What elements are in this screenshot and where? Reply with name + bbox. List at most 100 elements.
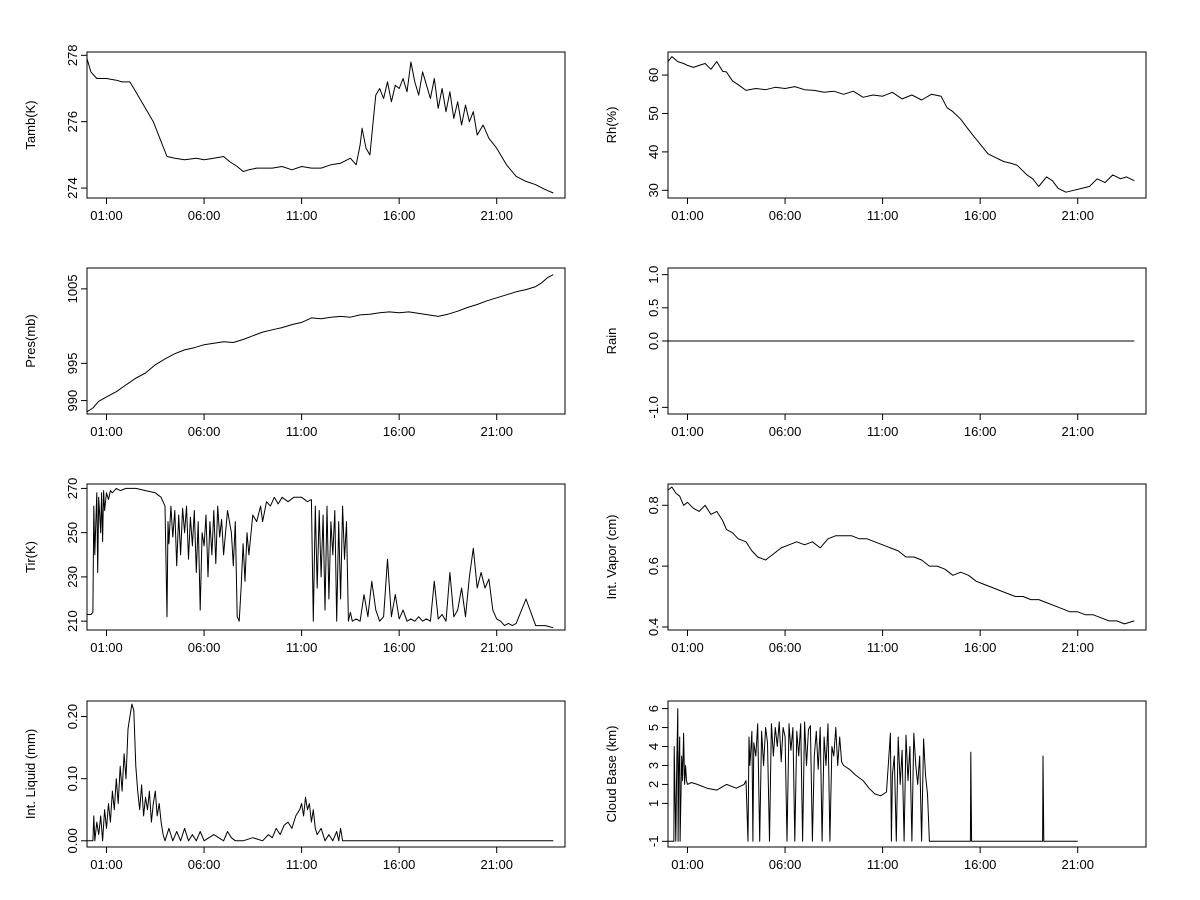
x-tick-label: 11:00 <box>867 424 899 439</box>
x-tick-label: 01:00 <box>90 208 123 223</box>
x-tick-label: 06:00 <box>188 640 221 655</box>
x-tick-label: 21:00 <box>1061 640 1094 655</box>
plot-frame <box>86 51 566 199</box>
y-tick-label: 0.20 <box>65 704 80 729</box>
x-tick-label: 21:00 <box>1061 857 1094 872</box>
y-axis-label: Tir(K) <box>23 541 38 573</box>
y-tick-label: 6 <box>646 705 661 712</box>
y-tick-label: 3 <box>646 762 661 769</box>
y-tick-label: 250 <box>65 522 80 544</box>
x-tick-label: 06:00 <box>769 640 802 655</box>
y-tick-label: 5 <box>646 724 661 731</box>
x-tick-label: 11:00 <box>867 857 899 872</box>
x-tick-label: 01:00 <box>90 640 123 655</box>
x-tick-label: 11:00 <box>867 208 899 223</box>
chart-panel-7: 01:00 06:00 11:00 16:00 21:00 -1 1 2 3 4 5 6 Cloud B… <box>604 700 1147 872</box>
y-tick-label: 0.5 <box>646 299 661 317</box>
y-tick-label: 2 <box>646 781 661 788</box>
y-tick-label: 274 <box>65 177 80 199</box>
x-tick-label: 11:00 <box>286 208 318 223</box>
y-tick-label: 1.0 <box>646 266 661 284</box>
y-tick-label: 0.0 <box>646 332 661 350</box>
x-tick-label: 16:00 <box>964 208 997 223</box>
y-tick-label: 270 <box>65 478 80 500</box>
x-tick-label: 11:00 <box>286 857 318 872</box>
series-line <box>667 486 1135 625</box>
x-tick-label: 01:00 <box>671 208 704 223</box>
plot-frame <box>86 483 566 631</box>
series-line <box>668 708 1078 842</box>
y-tick-label: 60 <box>646 68 661 82</box>
x-tick-label: 16:00 <box>964 424 997 439</box>
y-tick-label: 40 <box>646 145 661 159</box>
plot-frame <box>86 700 566 848</box>
x-tick-label: 11:00 <box>867 640 899 655</box>
series-line <box>86 58 554 194</box>
y-tick-label: -1.0 <box>646 396 661 418</box>
plot-frame <box>667 51 1147 199</box>
chart-panel-6: 01:00 06:00 11:00 16:00 21:00 0.00 0.10 0.20 Int… <box>23 700 566 872</box>
series-line <box>86 274 554 413</box>
chart-panel-1: 01:00 06:00 11:00 16:00 21:00 30 40 50 60 Rh(%) <box>604 51 1147 223</box>
plot-frame <box>86 267 566 415</box>
x-tick-label: 16:00 <box>964 857 997 872</box>
x-tick-label: 21:00 <box>480 640 513 655</box>
y-axis-label: Pres(mb) <box>23 314 38 367</box>
series-line <box>87 487 554 629</box>
plot-frame <box>667 483 1147 631</box>
y-tick-label: 30 <box>646 183 661 197</box>
y-tick-label: -1 <box>646 836 661 848</box>
x-tick-label: 11:00 <box>286 640 318 655</box>
y-axis-label: Int. Liquid (mm) <box>23 729 38 819</box>
x-tick-label: 06:00 <box>769 208 802 223</box>
series-line <box>87 703 554 842</box>
y-tick-label: 0.10 <box>65 766 80 791</box>
x-tick-label: 11:00 <box>286 424 318 439</box>
x-tick-label: 16:00 <box>383 640 416 655</box>
plot-frame <box>667 700 1147 848</box>
x-tick-label: 06:00 <box>188 857 221 872</box>
x-tick-label: 06:00 <box>188 208 221 223</box>
x-tick-label: 01:00 <box>671 857 704 872</box>
y-axis-label: Tamb(K) <box>23 100 38 149</box>
x-tick-label: 21:00 <box>1061 424 1094 439</box>
x-tick-label: 21:00 <box>480 857 513 872</box>
x-tick-label: 06:00 <box>188 424 221 439</box>
y-tick-label: 4 <box>646 743 661 750</box>
chart-panel-4: 01:00 06:00 11:00 16:00 21:00 210 230 250 270 Tir… <box>23 478 566 655</box>
x-tick-label: 01:00 <box>90 424 123 439</box>
x-tick-label: 06:00 <box>769 857 802 872</box>
y-tick-label: 50 <box>646 106 661 120</box>
y-tick-label: 276 <box>65 111 80 133</box>
x-tick-label: 16:00 <box>964 640 997 655</box>
x-tick-label: 01:00 <box>671 640 704 655</box>
y-tick-label: 1005 <box>65 274 80 303</box>
y-axis-label: Int. Vapor (cm) <box>604 514 619 599</box>
x-tick-label: 06:00 <box>769 424 802 439</box>
y-axis-label: Cloud Base (km) <box>604 726 619 823</box>
chart-panel-3: 01:00 06:00 11:00 16:00 21:00 -1.0 0.0 0.5 1.0 Ra… <box>604 266 1147 439</box>
chart-panel-2: 01:00 06:00 11:00 16:00 21:00 990 995 1005 Pres(… <box>23 267 566 439</box>
y-tick-label: 995 <box>65 352 80 374</box>
y-tick-label: 230 <box>65 566 80 588</box>
y-tick-label: 0.4 <box>646 618 661 636</box>
chart-panel-0: 01:00 06:00 11:00 16:00 21:00 274 276 278 Tamb(K… <box>23 44 566 223</box>
y-tick-label: 278 <box>65 44 80 66</box>
x-tick-label: 21:00 <box>480 208 513 223</box>
x-tick-label: 21:00 <box>480 424 513 439</box>
chart-panel-5: 01:00 06:00 11:00 16:00 21:00 0.4 0.6 0.8 Int. V… <box>604 483 1147 655</box>
y-tick-label: 0.8 <box>646 496 661 514</box>
x-tick-label: 01:00 <box>90 857 123 872</box>
y-tick-label: 0.6 <box>646 557 661 575</box>
y-axis-label: Rain <box>604 328 619 355</box>
series-line <box>667 56 1135 193</box>
y-tick-label: 210 <box>65 610 80 632</box>
y-tick-label: 990 <box>65 390 80 412</box>
x-tick-label: 16:00 <box>383 208 416 223</box>
y-tick-label: 0.00 <box>65 828 80 853</box>
x-tick-label: 21:00 <box>1061 208 1094 223</box>
y-tick-label: 1 <box>646 800 661 807</box>
x-tick-label: 01:00 <box>671 424 704 439</box>
x-tick-label: 16:00 <box>383 857 416 872</box>
